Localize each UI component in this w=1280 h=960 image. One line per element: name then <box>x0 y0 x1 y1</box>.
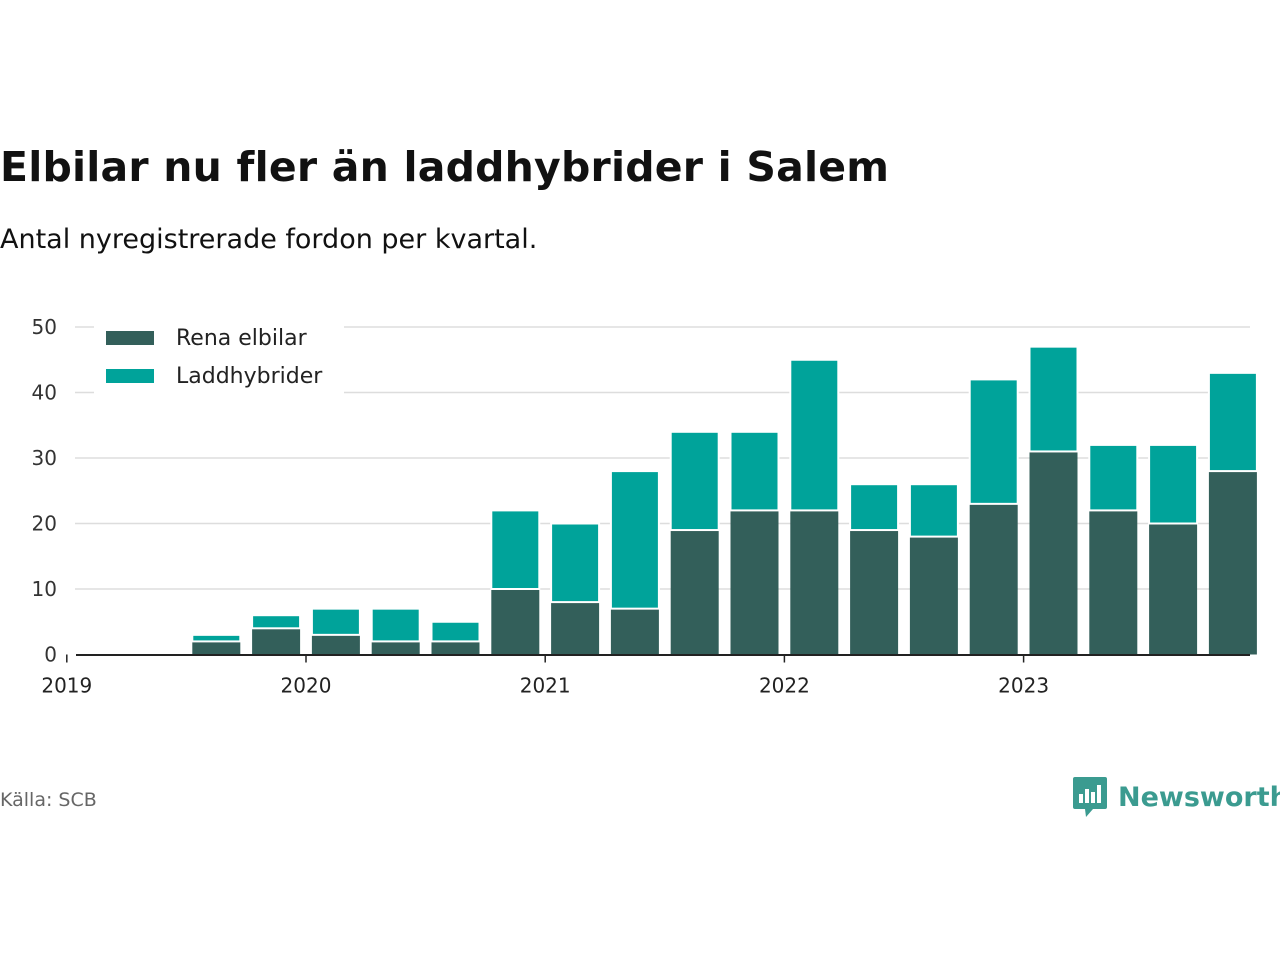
bar-laddhybrider-2021-K3 <box>669 430 720 532</box>
bar-laddhybrider-2021-K2 <box>609 470 660 610</box>
x-axis: 2019 2020 2021 2022 2023 <box>41 654 1250 698</box>
bar-laddhybrider-2022-K3 <box>908 483 959 538</box>
bar-rena-elbilar-2021-K2 <box>610 608 659 655</box>
newsworthy-logo: Newsworthy <box>1072 776 1280 818</box>
bar-laddhybrider-2023-K1 <box>1028 345 1079 453</box>
bar-rena-elbilar-2019-K4 <box>252 628 301 655</box>
x-tick-label: 2020 <box>281 674 332 698</box>
y-tick-label: 0 <box>44 643 57 667</box>
stacked-bar-chart: 0 10 20 30 40 50 2019 2020 2021 2022 2023 Rena el… <box>32 315 1258 698</box>
bar-laddhybrider-2023-K2 <box>1088 443 1139 512</box>
bar-laddhybrider-2021-K4 <box>729 430 780 512</box>
bar-rena-elbilar-2023-K2 <box>1089 510 1138 655</box>
y-tick-label: 20 <box>32 512 57 536</box>
bar-rena-elbilar-2022-K1 <box>790 510 839 655</box>
bar-laddhybrider-2023-K4 <box>1207 371 1258 473</box>
x-tick-label: 2019 <box>41 674 92 698</box>
x-tick-label: 2021 <box>520 674 571 698</box>
bar-laddhybrider-2020-K3 <box>430 620 481 643</box>
bar-rena-elbilar-2020-K1 <box>311 634 360 655</box>
newsworthy-logo-icon <box>1073 777 1107 817</box>
bar-rena-elbilar-2023-K4 <box>1208 471 1257 655</box>
x-tick-label: 2022 <box>759 674 810 698</box>
bar-rena-elbilar-2019-K3 <box>192 641 241 655</box>
bar-rena-elbilar-2022-K4 <box>969 503 1018 655</box>
chart-title: Elbilar nu fler än laddhybrider i Salem <box>0 143 890 191</box>
x-tick-label: 2023 <box>998 674 1049 698</box>
bar-rena-elbilar-2023-K1 <box>1029 451 1078 655</box>
bar-rena-elbilar-2021-K1 <box>551 602 600 655</box>
bar-rena-elbilar-2020-K3 <box>431 641 480 655</box>
bar-laddhybrider-2020-K1 <box>310 607 361 636</box>
bar-rena-elbilar-2021-K4 <box>730 510 779 655</box>
y-tick-label: 50 <box>32 315 57 339</box>
legend-label-laddhybrider: Laddhybrider <box>176 364 323 389</box>
y-tick-label: 10 <box>32 577 57 601</box>
bar-rena-elbilar-2020-K4 <box>491 589 540 655</box>
bars <box>191 345 1258 655</box>
bar-laddhybrider-2022-K4 <box>968 378 1019 505</box>
bar-rena-elbilar-2021-K3 <box>670 530 719 655</box>
newsworthy-logo-text: Newsworthy <box>1118 781 1280 813</box>
bar-laddhybrider-2023-K3 <box>1148 443 1199 525</box>
y-tick-label: 30 <box>32 446 57 470</box>
bar-laddhybrider-2021-K1 <box>550 522 601 604</box>
legend-swatch-rena-elbilar <box>106 331 154 345</box>
bar-laddhybrider-2019-K4 <box>251 614 302 630</box>
bar-rena-elbilar-2022-K2 <box>850 530 899 655</box>
legend: Rena elbilar Laddhybrider <box>94 322 344 394</box>
legend-swatch-laddhybrider <box>106 369 154 383</box>
bar-rena-elbilar-2020-K2 <box>371 641 420 655</box>
source-note: Källa: SCB <box>0 789 97 811</box>
bar-laddhybrider-2022-K1 <box>789 358 840 512</box>
bar-rena-elbilar-2023-K3 <box>1149 523 1198 655</box>
chart-subtitle: Antal nyregistrerade fordon per kvartal. <box>0 224 538 255</box>
legend-label-rena-elbilar: Rena elbilar <box>176 326 308 351</box>
bar-laddhybrider-2020-K2 <box>370 607 421 643</box>
bar-laddhybrider-2022-K2 <box>849 483 900 532</box>
bar-laddhybrider-2019-K3 <box>191 633 242 643</box>
bar-laddhybrider-2020-K4 <box>490 509 541 590</box>
y-tick-label: 40 <box>32 381 57 405</box>
bar-rena-elbilar-2022-K3 <box>909 536 958 655</box>
y-axis-ticks: 0 10 20 30 40 50 <box>32 315 57 667</box>
